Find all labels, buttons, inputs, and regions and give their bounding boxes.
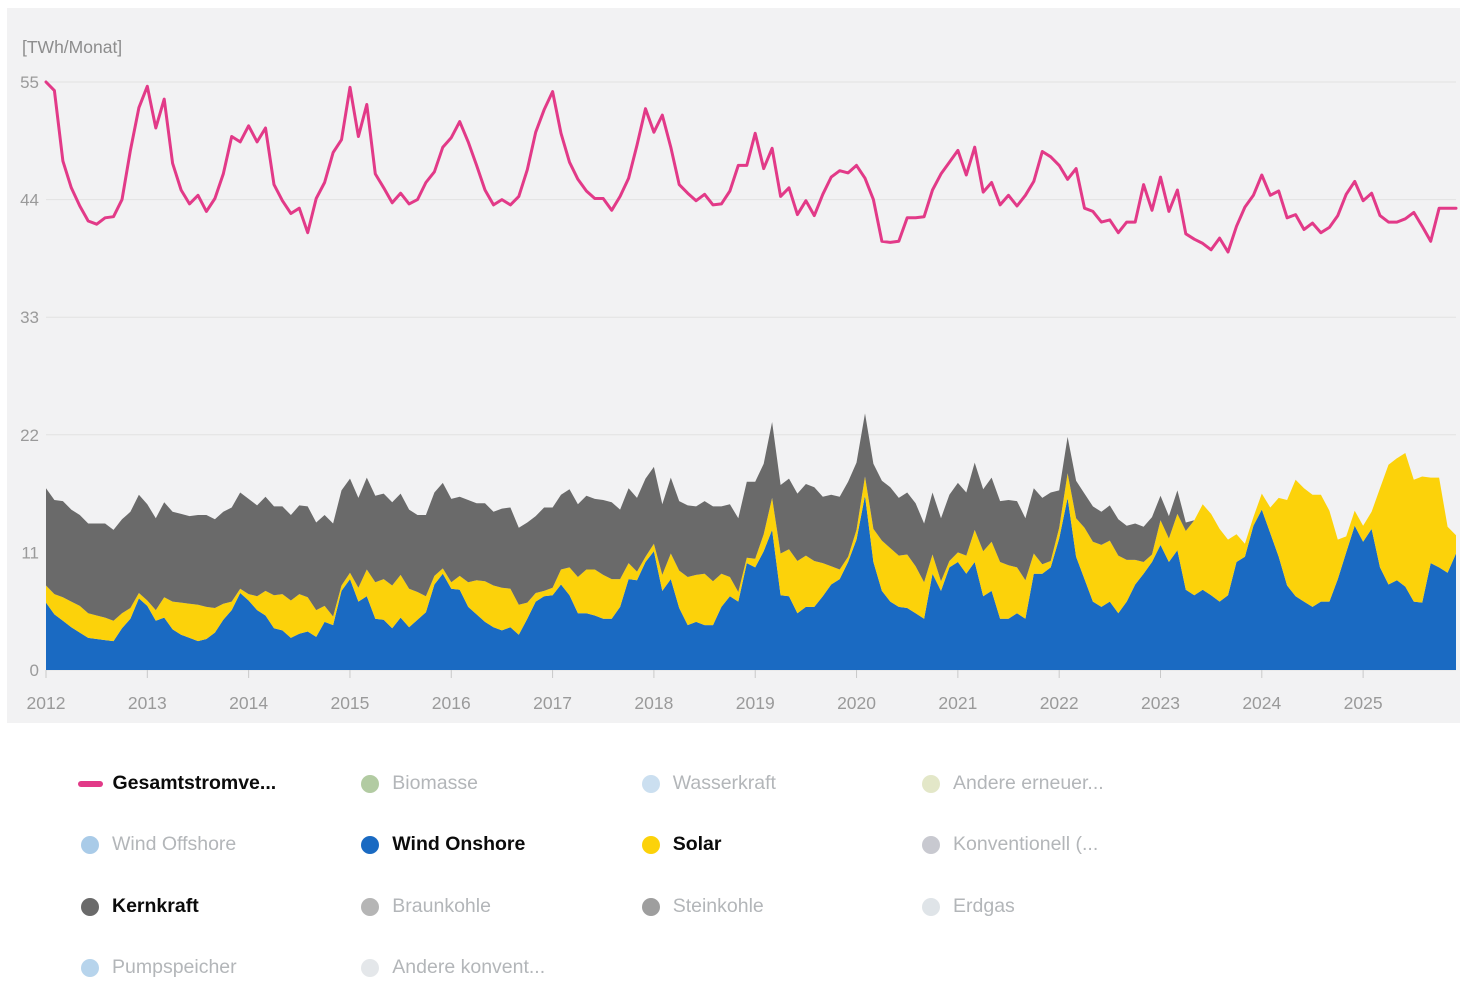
legend-item-label: Andere konvent...: [392, 956, 546, 978]
y-axis-tick-label: 11: [21, 543, 39, 562]
legend-marker-circle: [922, 774, 940, 793]
legend-item-biomasse[interactable]: Biomasse: [361, 771, 478, 797]
legend-item-label: Wind Onshore: [392, 833, 526, 855]
legend-marker-circle: [361, 958, 380, 977]
y-axis-tick-label: 0: [30, 661, 39, 680]
x-axis-tick-label: 2017: [533, 693, 572, 713]
legend-item-label: Erdgas: [953, 895, 1015, 917]
legend-marker-circle: [81, 835, 99, 854]
legend-item-label: Andere erneuer...: [953, 772, 1104, 794]
x-axis-tick-label: 2025: [1344, 693, 1383, 713]
legend-item-braunkohle[interactable]: Braunkohle: [361, 894, 491, 920]
legend-marker-circle: [641, 897, 660, 916]
x-axis-tick-label: 2016: [432, 693, 471, 713]
legend-item-andere-konvent[interactable]: Andere konvent...: [361, 955, 545, 981]
x-axis-tick-label: 2021: [938, 693, 977, 713]
legend-item-label: Pumpspeicher: [112, 956, 237, 978]
x-axis-tick-label: 2013: [128, 693, 167, 713]
legend-item-label: Braunkohle: [392, 895, 491, 917]
legend-item-label: Konventionell (...: [953, 833, 1099, 855]
legend-item-kernkraft[interactable]: Kernkraft: [81, 894, 199, 920]
legend-item-label: Gesamtstromve...: [112, 772, 277, 794]
legend-marker-circle: [641, 835, 660, 854]
chart-canvas: 55 44 33 22 11 0 2012 2013 2014 2015 2016 2017 2018 2…: [7, 8, 1460, 723]
legend-item-gesamtstromve[interactable]: Gesamtstromve...: [77, 771, 277, 797]
legend: Gesamtstromve... Biomasse Wasserkraft Ander…: [0, 723, 1467, 1000]
legend-item-steinkohle[interactable]: Steinkohle: [641, 894, 764, 920]
series-line-gesamtstromverbrauch: [44, 80, 1458, 254]
series-area-kernkraft: [46, 413, 1456, 621]
legend-marker-line: [77, 780, 103, 787]
x-axis-tick-label: 2024: [1242, 693, 1281, 713]
x-axis-tick-label: 2022: [1040, 693, 1079, 713]
legend-marker-circle: [81, 897, 99, 916]
legend-marker-circle: [922, 897, 940, 916]
legend-item-label: Wind Offshore: [112, 833, 237, 855]
y-axis-tick-label: 55: [20, 73, 39, 92]
legend-marker-circle: [361, 774, 380, 793]
y-axis-unit-label: [TWh/Monat]: [22, 37, 123, 57]
x-axis-tick-label: 2015: [330, 693, 369, 713]
x-axis-tick-label: 2020: [837, 693, 876, 713]
series-area-solar: [46, 453, 1456, 642]
x-axis-tick-label: 2019: [736, 693, 775, 713]
legend-item-label: Solar: [672, 833, 722, 855]
x-axis-tick-label: 2014: [229, 693, 268, 713]
y-axis-tick-label: 22: [20, 426, 39, 445]
legend-item-wind-onshore[interactable]: Wind Onshore: [361, 832, 525, 858]
x-axis-tick-label: 2018: [634, 693, 673, 713]
legend-marker-circle: [641, 774, 660, 793]
legend-item-label: Kernkraft: [112, 895, 199, 917]
legend-item-pumpspeicher[interactable]: Pumpspeicher: [81, 955, 237, 981]
legend-item-erdgas[interactable]: Erdgas: [922, 894, 1015, 920]
x-axis-tick-label: 2012: [27, 693, 66, 713]
series-area-wind-onshore: [46, 495, 1456, 670]
y-axis-tick-label: 33: [20, 308, 39, 327]
legend-marker-circle: [922, 835, 940, 854]
legend-item-konventionell[interactable]: Konventionell (...: [922, 832, 1098, 858]
legend-marker-circle: [361, 835, 380, 854]
legend-item-solar[interactable]: Solar: [641, 832, 722, 858]
legend-marker-circle: [361, 897, 380, 916]
legend-item-label: Steinkohle: [672, 895, 764, 917]
legend-item-label: Biomasse: [392, 772, 478, 794]
legend-item-andere-erneuer[interactable]: Andere erneuer...: [922, 771, 1104, 797]
y-axis-tick-label: 44: [20, 191, 39, 210]
legend-marker-circle: [81, 958, 99, 977]
legend-item-wind-offshore[interactable]: Wind Offshore: [81, 832, 236, 858]
legend-item-label: Wasserkraft: [672, 772, 776, 794]
legend-item-wasserkraft[interactable]: Wasserkraft: [641, 771, 776, 797]
x-axis-tick-label: 2023: [1141, 693, 1180, 713]
